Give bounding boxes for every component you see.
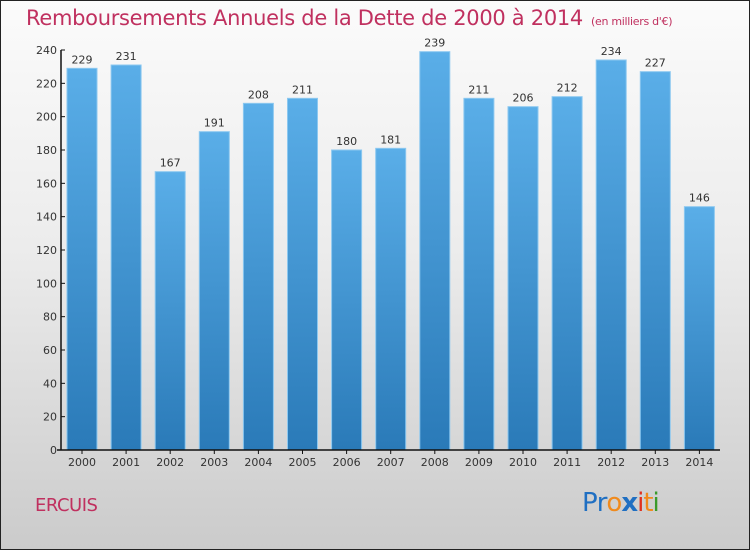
bar-2012 — [595, 59, 627, 451]
value-label-2007: 181 — [380, 133, 401, 146]
bar-2013 — [639, 71, 671, 451]
value-label-2009: 211 — [468, 83, 489, 96]
y-tick-label-160: 160 — [36, 177, 57, 190]
chart-title-text: Remboursements Annuels de la Dette de 20… — [26, 6, 583, 30]
x-tick-label-2002: 2002 — [156, 456, 184, 469]
bar-2009 — [463, 97, 495, 451]
value-label-2001: 231 — [116, 50, 137, 63]
value-label-2006: 180 — [336, 135, 357, 148]
logo-letter: t — [643, 488, 653, 518]
x-tick-label-2006: 2006 — [333, 456, 361, 469]
bar-2005 — [287, 97, 318, 451]
x-tick-label-2009: 2009 — [465, 456, 493, 469]
x-tick-label-2007: 2007 — [377, 456, 405, 469]
x-tick-label-2003: 2003 — [200, 456, 228, 469]
y-tick-label-140: 140 — [36, 211, 57, 224]
bar-2011 — [551, 96, 583, 451]
x-tick-label-2011: 2011 — [553, 456, 581, 469]
bar-2006 — [331, 149, 363, 451]
bar-2010 — [507, 106, 539, 451]
proxiti-logo[interactable]: Proxiti — [582, 488, 660, 518]
value-label-2010: 206 — [513, 92, 534, 105]
y-axis: 0 20 40 60 80 100 120 140 160 180 200 220 240 — [36, 44, 65, 457]
x-tick-label-2014: 2014 — [685, 456, 713, 469]
y-tick-label-0: 0 — [50, 444, 57, 457]
y-tick-label-60: 60 — [43, 344, 57, 357]
value-label-2014: 146 — [689, 192, 710, 205]
location-label: ERCUIS — [35, 495, 98, 516]
chart-subtitle: (en milliers d'€) — [591, 15, 673, 28]
logo-letter: r — [596, 488, 608, 518]
bar-2008 — [419, 51, 451, 451]
x-tick-label-2008: 2008 — [421, 456, 449, 469]
y-tick-label-80: 80 — [43, 311, 57, 324]
y-tick-label-120: 120 — [36, 244, 57, 257]
x-tick-label-2010: 2010 — [509, 456, 537, 469]
x-tick-label-2005: 2005 — [289, 456, 317, 469]
x-axis: 2000 2001 2002 2003 2004 2005 2006 2007 2008 2009… — [57, 449, 720, 469]
logo-letter: x — [621, 488, 638, 518]
logo-letter: i — [637, 488, 644, 518]
value-label-2002: 167 — [160, 157, 181, 170]
x-tick-label-2012: 2012 — [597, 456, 625, 469]
bar-2001 — [110, 64, 142, 451]
value-label-2000: 229 — [72, 53, 93, 66]
bar-2004 — [242, 102, 274, 451]
bar-2002 — [154, 171, 186, 451]
y-tick-label-20: 20 — [43, 411, 57, 424]
value-label-2005: 211 — [292, 83, 313, 96]
chart-title: Remboursements Annuels de la Dette de 20… — [26, 6, 672, 30]
logo-letter: i — [652, 488, 660, 518]
y-tick-label-240: 240 — [36, 44, 57, 57]
value-label-2013: 227 — [645, 57, 666, 70]
y-tick-label-200: 200 — [36, 111, 57, 124]
y-tick-label-40: 40 — [43, 377, 57, 390]
y-tick-label-180: 180 — [36, 144, 57, 157]
x-tick-label-2000: 2000 — [68, 456, 96, 469]
bars-group: 229 231 167 191 208 211 180 181 239 211 206 212 234 2… — [66, 37, 715, 451]
x-tick-label-2004: 2004 — [244, 456, 272, 469]
value-label-2004: 208 — [248, 88, 269, 101]
value-label-2012: 234 — [601, 45, 622, 58]
value-label-2008: 239 — [424, 37, 445, 50]
logo-letter: P — [582, 488, 598, 518]
y-tick-label-220: 220 — [36, 77, 57, 90]
logo-letter: o — [606, 488, 622, 518]
x-tick-label-2013: 2013 — [641, 456, 669, 469]
value-label-2003: 191 — [204, 117, 225, 130]
bar-2007 — [375, 147, 407, 451]
bar-2000 — [66, 67, 98, 451]
bar-2014 — [683, 206, 715, 451]
y-tick-label-100: 100 — [36, 277, 57, 290]
value-label-2011: 212 — [557, 82, 578, 95]
x-tick-label-2001: 2001 — [112, 456, 140, 469]
bar-2003 — [198, 131, 230, 451]
